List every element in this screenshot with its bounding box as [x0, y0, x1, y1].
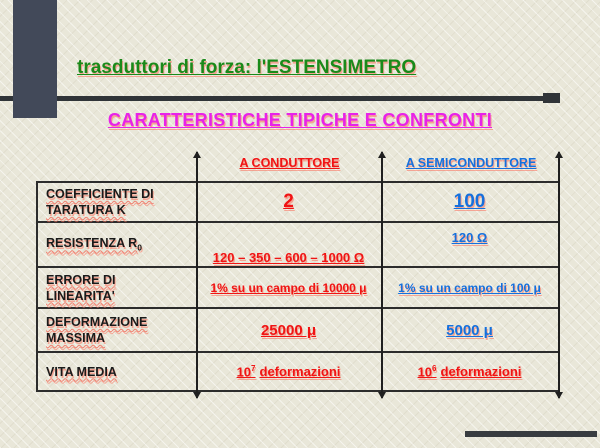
- arrow-up-icon: [555, 151, 563, 158]
- row-label-deformazione: DEFORMAZIONE MASSIMA: [46, 315, 148, 345]
- arrow-up-icon: [193, 151, 201, 158]
- footer-accent-bar: [465, 431, 597, 437]
- column-divider-arrow-2: [378, 151, 386, 399]
- table-row: COEFFICIENTE DI TARATURA K 2 100: [38, 183, 558, 221]
- column-header-semiconduttore: A SEMICONDUTTORE: [405, 156, 537, 170]
- slide-title: trasduttori di forza: l'ESTENSIMETRO: [77, 57, 417, 78]
- row-label-coefficiente: COEFFICIENTE DI TARATURA K: [46, 187, 154, 217]
- accent-vertical-bar: [13, 0, 57, 118]
- arrow-down-icon: [555, 392, 563, 399]
- arrow-down-icon: [378, 392, 386, 399]
- vita-conduttore-exponent: 7: [251, 363, 256, 373]
- value-coefficiente-semiconduttore: 100: [453, 191, 486, 212]
- arrow-down-icon: [193, 392, 201, 399]
- table-row: ERRORE DI LINEARITA' 1% su un campo di 1…: [38, 266, 558, 307]
- value-linearita-semiconduttore: 1% su un campo di 100 μ: [398, 280, 541, 295]
- table-row: VITA MEDIA 107 deformazioni 106 deformazio…: [38, 351, 558, 390]
- table-row: RESISTENZA R0 120 – 350 – 600 – 1000 Ω 1…: [38, 221, 558, 266]
- vita-semiconduttore-exponent: 6: [432, 363, 437, 373]
- column-divider-arrow-3: [555, 151, 563, 399]
- column-divider-arrow-1: [193, 151, 201, 399]
- value-deformazione-conduttore: 25000 μ: [260, 321, 317, 339]
- value-deformazione-semiconduttore: 5000 μ: [446, 321, 493, 339]
- value-resistenza-semiconduttore: 120 Ω: [451, 230, 488, 245]
- resistenza-subscript: 0: [137, 242, 142, 253]
- value-linearita-conduttore: 1% su un campo di 10000 μ: [210, 280, 367, 295]
- column-header-conduttore: A CONDUTTORE: [239, 156, 340, 170]
- slide-subtitle: CARATTERISTICHE TIPICHE E CONFRONTI: [107, 110, 493, 130]
- row-label-vita-media: VITA MEDIA: [46, 364, 117, 379]
- value-coefficiente-conduttore: 2: [283, 191, 294, 212]
- table-row: DEFORMAZIONE MASSIMA 25000 μ 5000 μ: [38, 307, 558, 351]
- value-vita-semiconduttore: 106 deformazioni: [417, 363, 522, 380]
- comparison-table: COEFFICIENTE DI TARATURA K 2 100 RESISTE…: [36, 181, 560, 392]
- row-label-errore-linearita: ERRORE DI LINEARITA': [46, 272, 116, 303]
- title-rule-end-cap: [543, 93, 560, 103]
- arrow-up-icon: [378, 151, 386, 158]
- value-vita-conduttore: 107 deformazioni: [236, 363, 341, 380]
- row-label-resistenza: RESISTENZA R0: [46, 236, 142, 253]
- value-resistenza-conduttore: 120 – 350 – 600 – 1000 Ω: [212, 250, 365, 265]
- title-rule-line: [0, 96, 560, 101]
